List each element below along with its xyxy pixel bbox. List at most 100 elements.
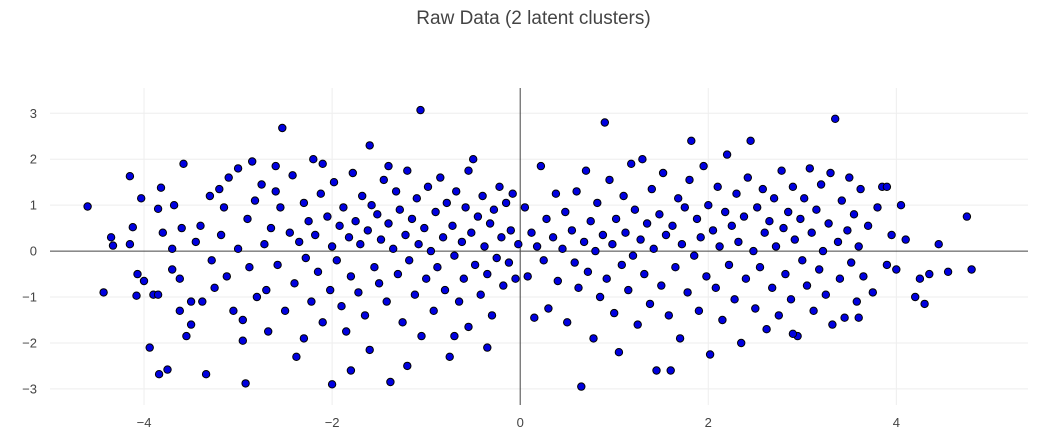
data-point	[414, 240, 423, 249]
data-point	[962, 212, 972, 221]
data-point	[403, 166, 412, 175]
data-point	[137, 194, 146, 203]
data-point	[600, 118, 609, 127]
data-point	[570, 258, 579, 267]
data-point	[245, 263, 254, 272]
data-point	[198, 297, 207, 306]
data-point	[186, 297, 196, 306]
data-point	[280, 306, 290, 315]
data-point	[751, 304, 760, 313]
data-point	[327, 380, 337, 389]
data-point	[450, 331, 459, 341]
data-point	[191, 237, 201, 247]
data-point	[158, 228, 168, 237]
data-point	[440, 285, 450, 295]
data-point	[132, 291, 141, 300]
data-point	[485, 219, 495, 228]
data-point	[807, 228, 816, 237]
data-point	[784, 207, 793, 217]
data-point	[561, 207, 570, 217]
data-point	[692, 214, 702, 224]
data-point	[454, 297, 464, 306]
data-point	[344, 233, 354, 242]
data-point	[497, 233, 506, 242]
data-point	[845, 173, 854, 182]
data-point	[332, 256, 341, 265]
data-point	[664, 311, 673, 320]
data-point	[407, 214, 417, 224]
data-point	[376, 235, 386, 244]
data-point	[542, 214, 551, 224]
data-point	[777, 166, 786, 175]
data-point	[219, 203, 229, 212]
data-point	[649, 244, 658, 254]
data-point	[743, 173, 752, 182]
data-point	[476, 290, 485, 299]
data-point	[674, 194, 683, 203]
data-point	[416, 105, 425, 115]
data-point	[614, 348, 624, 357]
data-point	[718, 315, 727, 325]
data-point	[690, 251, 699, 260]
data-point	[264, 327, 273, 336]
data-point	[645, 299, 655, 309]
y-tick-label: 0	[30, 244, 37, 259]
data-point	[327, 242, 337, 251]
data-point	[469, 155, 478, 164]
data-point	[423, 182, 433, 192]
chart-title: Raw Data (2 latent clusters)	[416, 8, 651, 29]
data-point	[920, 299, 929, 309]
data-point	[683, 288, 692, 297]
data-point	[925, 269, 934, 279]
data-point	[401, 230, 410, 240]
data-point	[642, 219, 652, 228]
data-point	[210, 283, 219, 292]
data-point	[433, 263, 442, 272]
data-point	[108, 241, 118, 250]
data-point	[459, 274, 468, 283]
data-point	[487, 311, 497, 320]
data-point	[266, 223, 276, 233]
data-point	[389, 244, 398, 254]
data-point	[442, 198, 451, 208]
data-point	[605, 175, 614, 185]
data-point	[786, 295, 796, 304]
data-point	[741, 274, 751, 283]
data-point	[896, 201, 906, 210]
data-point	[304, 217, 313, 226]
data-point	[318, 159, 327, 169]
data-point	[833, 237, 843, 247]
data-point	[257, 180, 266, 189]
data-point	[887, 230, 896, 240]
data-point	[139, 276, 149, 286]
data-point	[323, 212, 332, 221]
data-point	[567, 226, 577, 235]
x-tick-label: 0	[517, 415, 524, 430]
data-point	[222, 272, 232, 281]
data-point	[169, 201, 179, 210]
data-point	[495, 182, 504, 192]
data-point	[106, 233, 116, 242]
data-point	[915, 274, 925, 283]
data-point	[593, 198, 602, 208]
data-point	[796, 214, 805, 224]
data-point	[457, 237, 467, 247]
data-point	[638, 155, 647, 164]
data-point	[852, 297, 861, 306]
data-point	[309, 155, 318, 164]
data-point	[544, 304, 553, 313]
data-point	[967, 265, 976, 274]
data-point	[461, 203, 470, 212]
data-point	[216, 230, 226, 240]
data-point	[553, 276, 562, 286]
data-point	[636, 235, 645, 244]
data-point	[788, 182, 798, 192]
data-point	[724, 260, 734, 270]
data-point	[668, 221, 677, 231]
x-tick-label: −4	[137, 415, 152, 430]
data-point	[464, 166, 473, 175]
data-point	[489, 205, 499, 214]
data-point	[260, 240, 269, 249]
data-point	[755, 263, 765, 272]
data-point	[508, 189, 517, 198]
